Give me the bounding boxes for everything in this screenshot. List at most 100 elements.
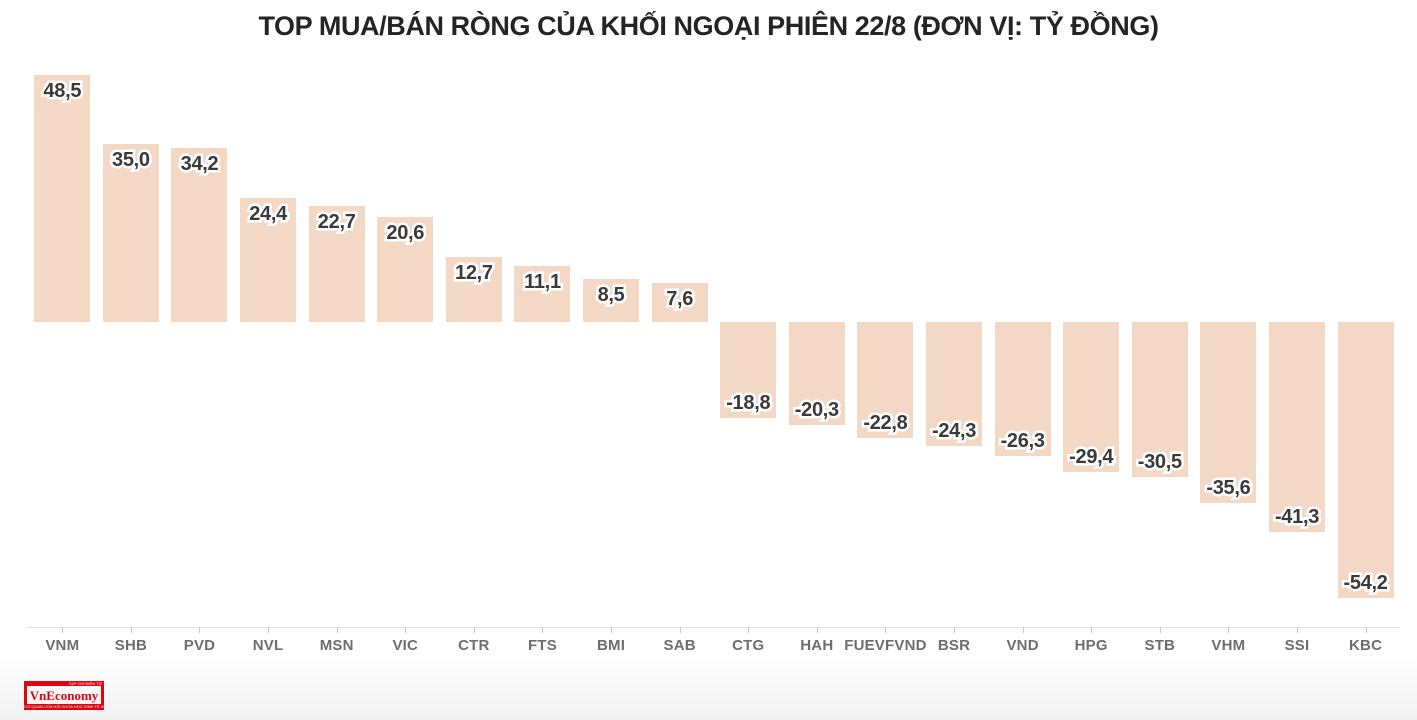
bar <box>926 322 983 446</box>
bar <box>377 217 434 322</box>
bar-column: -22,8 FUEVFVND <box>844 60 926 660</box>
x-axis-tick <box>405 627 407 633</box>
bar <box>788 322 845 426</box>
bar-value-label: 34,2 <box>178 150 221 177</box>
bar-column: -41,3 SSI <box>1263 60 1332 660</box>
bar-value-label: -18,8 <box>724 389 773 416</box>
bar <box>1200 322 1257 504</box>
bar <box>514 265 571 322</box>
logo-bottom-text: CƠ QUAN CỦA HỘI KHOA HỌC KINH TẾ VIỆT NA… <box>24 704 104 709</box>
bar-value-label: 7,6 <box>664 286 696 313</box>
x-category-label: SHB <box>114 637 148 654</box>
bar-column: 11,1 FTS <box>508 60 577 660</box>
x-category-label: VND <box>1006 637 1039 654</box>
bar-column: -26,3 VND <box>988 60 1057 660</box>
bar-value-label: 35,0 <box>110 146 153 173</box>
plot-area: 48,5 VNM 35,0 SHB 34,2 PVD 24,4 NVL 22,7 MSN 20,6 V… <box>28 60 1400 660</box>
bar-column: -29,4 HPG <box>1057 60 1126 660</box>
bar <box>34 75 91 322</box>
bar-column: -54,2 KBC <box>1331 60 1400 660</box>
x-axis-tick <box>1022 627 1024 633</box>
bar-value-label: -26,3 <box>998 427 1047 454</box>
bar-value-label: -24,3 <box>929 417 978 444</box>
bar-column: -24,3 BSR <box>920 60 989 660</box>
bar-column: 7,6 SAB <box>645 60 714 660</box>
bar-value-label: -29,4 <box>1067 443 1116 470</box>
bar-value-label: -30,5 <box>1135 449 1184 476</box>
bar <box>308 206 365 322</box>
x-category-label: HPG <box>1074 637 1108 654</box>
x-axis-tick <box>62 627 64 633</box>
bar-value-label: 24,4 <box>247 200 290 227</box>
x-axis-tick <box>130 627 132 633</box>
x-category-label: VHM <box>1211 637 1246 654</box>
bar-column: -18,8 CTG <box>714 60 783 660</box>
bar-value-label: 12,7 <box>453 260 496 287</box>
x-category-label: FTS <box>527 637 557 654</box>
bar <box>583 278 640 322</box>
x-category-label: SAB <box>663 637 696 654</box>
x-category-label: KBC <box>1349 637 1383 654</box>
logo-top-text: TẠP CHÍ ĐIỆN TỬ <box>68 681 102 686</box>
bar-column: -20,3 HAH <box>783 60 852 660</box>
x-axis-tick <box>1365 627 1367 633</box>
bar-column: -30,5 STB <box>1126 60 1195 660</box>
x-axis-tick <box>542 627 544 633</box>
x-axis-tick <box>336 627 338 633</box>
x-category-label: PVD <box>183 637 216 654</box>
bar-value-label: 11,1 <box>522 268 564 295</box>
bar-value-label: -20,3 <box>792 397 841 424</box>
bar-column: 12,7 CTR <box>440 60 509 660</box>
x-axis-tick <box>268 627 270 633</box>
x-category-label: NVL <box>252 637 284 654</box>
bar <box>1063 322 1120 472</box>
x-axis-tick <box>199 627 201 633</box>
x-category-label: HAH <box>800 637 834 654</box>
bar <box>171 147 228 322</box>
bar-column: -35,6 VHM <box>1194 60 1263 660</box>
bar-column: 35,0 SHB <box>97 60 166 660</box>
x-axis-tick <box>954 627 956 633</box>
logo-name: VnEconomy <box>29 687 99 703</box>
bar <box>1337 322 1394 598</box>
bar-value-label: -22,8 <box>861 410 910 437</box>
bar-value-label: 20,6 <box>384 220 427 247</box>
x-axis-tick <box>473 627 475 633</box>
x-category-label: FUEVFVND <box>844 637 927 654</box>
bar-value-label: -35,6 <box>1204 475 1253 502</box>
bar-column: 22,7 MSN <box>302 60 371 660</box>
x-category-label: CTR <box>458 637 490 654</box>
chart-title: TOP MUA/BÁN RÒNG CỦA KHỐI NGOẠI PHIÊN 22… <box>258 11 1159 41</box>
x-axis-line <box>28 627 1400 628</box>
bar <box>445 257 502 322</box>
x-category-label: CTG <box>732 637 765 654</box>
bar <box>1131 322 1188 478</box>
x-category-label: VNM <box>45 637 80 654</box>
bar-column: 48,5 VNM <box>28 60 97 660</box>
bar-column: 24,4 NVL <box>234 60 303 660</box>
bar <box>857 322 914 439</box>
x-axis-tick <box>816 627 818 633</box>
vneconomy-logo: TẠP CHÍ ĐIỆN TỬ VnEconomy CƠ QUAN CỦA HỘ… <box>24 681 104 710</box>
x-category-label: SSI <box>1284 637 1310 654</box>
bar-value-label: 22,7 <box>315 209 358 236</box>
x-axis-tick <box>748 627 750 633</box>
x-category-label: STB <box>1144 637 1176 654</box>
x-axis-tick <box>1228 627 1230 633</box>
x-category-label: BMI <box>596 637 626 654</box>
bar-column: 8,5 BMI <box>577 60 646 660</box>
x-axis-tick <box>1159 627 1161 633</box>
bar <box>651 283 708 322</box>
x-axis-tick <box>1091 627 1093 633</box>
bar <box>102 143 159 322</box>
bar-value-label: -41,3 <box>1272 504 1321 531</box>
x-category-label: VIC <box>392 637 419 654</box>
x-axis-tick <box>679 627 681 633</box>
x-category-label: BSR <box>937 637 971 654</box>
x-category-label: MSN <box>319 637 354 654</box>
bar-column: 34,2 PVD <box>165 60 234 660</box>
bar <box>994 322 1051 456</box>
x-axis-tick <box>1296 627 1298 633</box>
bar <box>1268 322 1325 533</box>
